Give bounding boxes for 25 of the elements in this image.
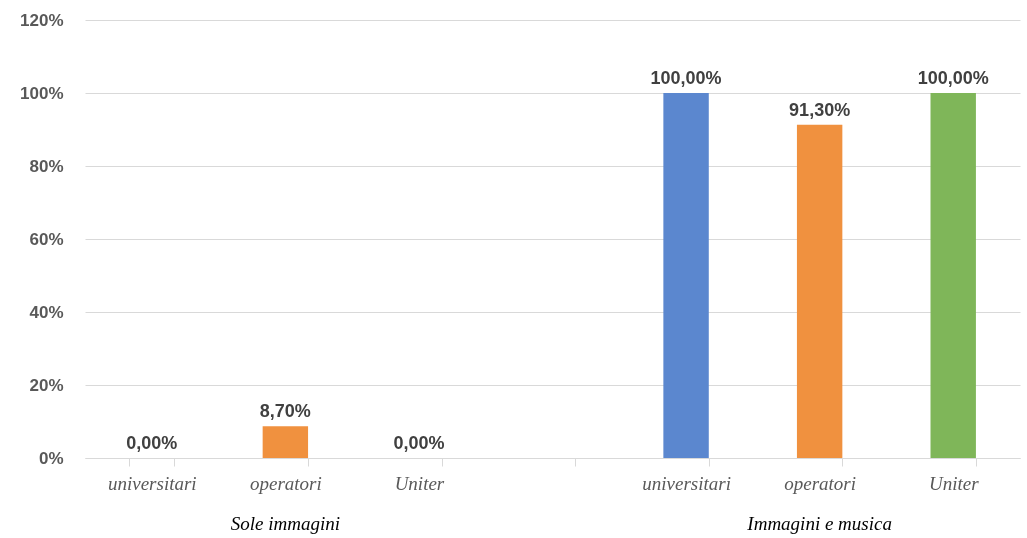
- y-tick-label: 60%: [29, 229, 64, 249]
- x-tick-label: universitari: [642, 472, 731, 494]
- data-label: 8,70%: [259, 401, 311, 422]
- y-tick-label: 100%: [20, 83, 64, 103]
- y-tick-label: 0%: [38, 448, 64, 468]
- y-tick-label: 40%: [29, 302, 64, 322]
- text: Immagini e musica: [746, 513, 892, 534]
- y-tick-label: 80%: [29, 156, 64, 176]
- bar: [262, 426, 309, 458]
- text: Sole immagini: [230, 513, 340, 534]
- data-label: 0,00%: [393, 433, 445, 453]
- y-tick-label: 120%: [20, 10, 64, 30]
- x-tick-label: operatori: [249, 472, 322, 494]
- x-tick-label: universitari: [107, 472, 197, 494]
- x-tick-label: Uniter: [928, 472, 980, 494]
- x-tick-label: operatori: [784, 472, 857, 494]
- data-label: 0,00%: [126, 433, 178, 453]
- data-label: 91,30%: [789, 99, 851, 120]
- x-tick-label: Uniter: [394, 472, 445, 494]
- bar: [796, 124, 843, 458]
- data-label: 100,00%: [650, 68, 722, 88]
- y-tick-label: 20%: [29, 375, 64, 395]
- bar: [930, 93, 976, 458]
- bar: [663, 93, 709, 458]
- data-label: 100,00%: [917, 68, 989, 88]
